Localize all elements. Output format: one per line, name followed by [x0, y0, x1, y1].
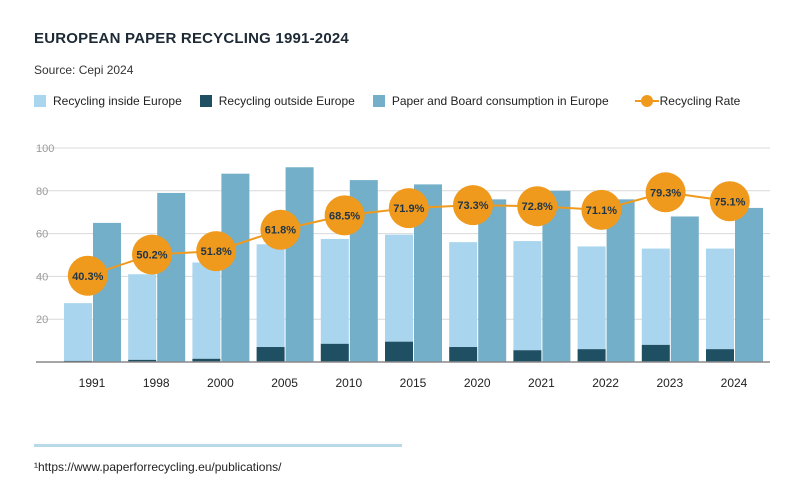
bar-inside-europe — [320, 238, 349, 344]
chart-legend: Recycling inside Europe Recycling outsid… — [34, 92, 758, 110]
bar-consumption — [285, 167, 314, 362]
x-tick-label: 2024 — [721, 376, 748, 390]
rate-label: 71.1% — [586, 205, 617, 217]
legend-label-inside: Recycling inside Europe — [53, 94, 182, 108]
bar-inside-europe — [449, 242, 478, 348]
bar-consumption — [157, 192, 186, 362]
rate-label: 71.9% — [393, 203, 424, 215]
legend-label-consumption: Paper and Board consumption in Europe — [391, 94, 609, 108]
chart-source: Source: Cepi 2024 — [34, 63, 134, 77]
bar-inside-europe — [256, 244, 285, 348]
x-tick-label: 1991 — [79, 376, 106, 390]
x-tick-label: 2022 — [592, 376, 619, 390]
bar-outside-europe — [385, 341, 413, 362]
x-tick-label: 2000 — [207, 376, 234, 390]
rate-marker — [196, 231, 237, 272]
y-tick-label: 40 — [36, 271, 48, 283]
bar-consumption — [670, 216, 699, 362]
rate-marker — [645, 172, 686, 213]
bar-inside-europe — [385, 234, 413, 342]
rate-label: 75.1% — [714, 196, 745, 208]
legend-marker-rate — [634, 95, 659, 107]
y-tick-label: 80 — [36, 186, 48, 198]
legend-label-outside: Recycling outside Europe — [218, 94, 355, 108]
legend-item-consumption: Paper and Board consumption in Europe — [372, 94, 609, 108]
rate-label: 51.8% — [201, 246, 232, 258]
rate-label: 68.5% — [329, 210, 360, 222]
footnote: ¹https://www.paperforrecycling.eu/public… — [34, 460, 282, 474]
legend-label-rate: Recycling Rate — [659, 94, 741, 108]
bar-inside-europe — [577, 246, 606, 350]
bar-outside-europe — [320, 343, 349, 362]
y-tick-label: 20 — [36, 314, 48, 326]
legend-item-inside: Recycling inside Europe — [34, 94, 182, 108]
bar-inside-europe — [128, 274, 157, 360]
rate-marker — [132, 234, 172, 275]
legend-item-rate: Recycling Rate — [634, 94, 741, 108]
rate-label: 50.2% — [136, 250, 167, 262]
footer-divider — [34, 444, 402, 447]
bar-outside-europe — [256, 347, 285, 362]
rate-marker — [324, 195, 365, 236]
x-tick-label: 2023 — [656, 376, 683, 390]
bar-outside-europe — [192, 358, 221, 362]
bar-outside-europe — [641, 344, 670, 362]
x-tick-label: 1998 — [143, 376, 170, 390]
rate-marker — [517, 186, 558, 227]
bar-outside-europe — [577, 349, 606, 362]
rate-marker — [260, 209, 301, 250]
bar-inside-europe — [641, 248, 670, 345]
rate-marker — [581, 189, 622, 230]
rate-marker — [709, 181, 750, 222]
rate-label: 72.8% — [522, 201, 553, 213]
chart-title: EUROPEAN PAPER RECYCLING 1991-2024 — [34, 30, 349, 47]
bar-outside-europe — [128, 359, 157, 362]
bar-consumption — [478, 199, 507, 362]
legend-swatch-outside — [199, 95, 212, 107]
x-tick-label: 2010 — [335, 376, 362, 390]
legend-item-outside: Recycling outside Europe — [199, 94, 355, 108]
y-tick-label: 60 — [36, 229, 48, 241]
x-tick-label: 2015 — [400, 376, 427, 390]
x-tick-label: 2020 — [464, 376, 491, 390]
bar-inside-europe — [192, 262, 221, 359]
bar-inside-europe — [64, 303, 92, 361]
bar-outside-europe — [706, 349, 734, 362]
bar-consumption — [735, 207, 763, 362]
y-tick-label: 100 — [36, 143, 54, 155]
rate-label: 61.8% — [265, 225, 296, 237]
rate-marker — [453, 185, 493, 226]
bar-inside-europe — [513, 241, 542, 351]
x-tick-label: 2005 — [271, 376, 298, 390]
x-tick-label: 2021 — [528, 376, 555, 390]
rate-label: 79.3% — [650, 187, 681, 199]
bar-inside-europe — [706, 248, 734, 350]
rate-marker — [67, 255, 108, 296]
rate-label: 40.3% — [72, 271, 103, 283]
bar-outside-europe — [449, 347, 478, 362]
bar-outside-europe — [513, 350, 542, 362]
legend-swatch-consumption — [372, 95, 385, 107]
rate-marker — [388, 188, 429, 229]
rate-label: 73.3% — [457, 200, 488, 212]
legend-swatch-inside — [34, 95, 46, 107]
